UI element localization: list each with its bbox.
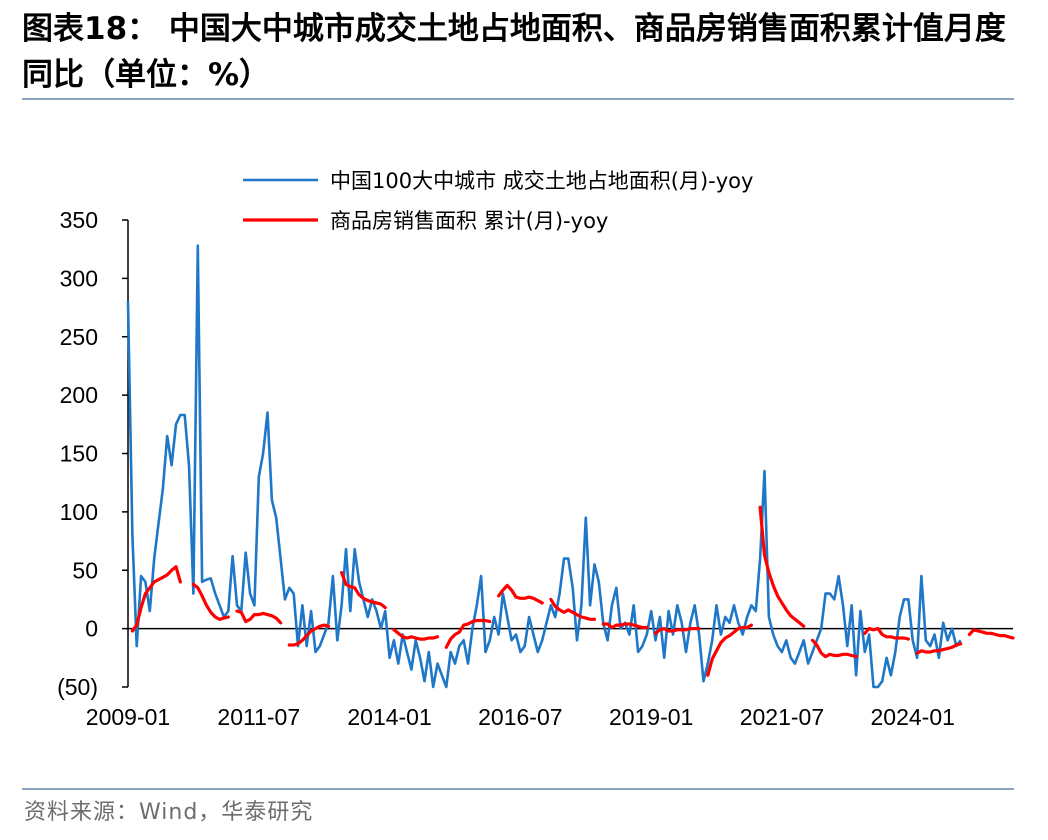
- x-tick-label: 2009-01: [86, 704, 170, 730]
- x-tick-label: 2021-07: [740, 704, 824, 730]
- y-tick-label: 300: [60, 265, 98, 291]
- series-line-sales-area-cumulative-yoy: [653, 626, 701, 635]
- series-line-sales-area-cumulative-yoy: [601, 622, 649, 630]
- land-sales-yoy-line-chart: (50) 0 50 100 150 200 250 300 350 2009-01 2011-07…: [57, 169, 1015, 730]
- series-line-sales-area-cumulative-yoy: [497, 583, 544, 605]
- series-line-sales-area-cumulative-yoy: [340, 570, 387, 610]
- y-tick-label: 100: [60, 499, 98, 525]
- y-tick-label: 50: [72, 557, 98, 583]
- series-line-sales-area-cumulative-yoy: [130, 565, 182, 633]
- x-tick-label: 2011-07: [217, 704, 300, 730]
- y-axis: (50) 0 50 100 150 200 250 300 350: [57, 207, 129, 700]
- series-line-land-area-yoy: [126, 244, 962, 689]
- source-divider: [22, 788, 1014, 790]
- legend: 中国100大中城市 成交土地占地面积(月)-yoy 商品房销售面积 累计(月)-y…: [243, 169, 753, 233]
- y-tick-label: 250: [60, 324, 98, 350]
- series-line-sales-area-cumulative-yoy: [444, 618, 492, 649]
- x-axis: 2009-01 2011-07 2014-01 2016-07 2019-01 2021-…: [86, 627, 1013, 730]
- series-layer: [126, 244, 1015, 689]
- source-note: 资料来源：Wind，华泰研究: [24, 800, 314, 825]
- series-line-sales-area-cumulative-yoy: [706, 623, 754, 677]
- series-line-sales-area-cumulative-yoy: [967, 628, 1015, 640]
- title-divider: [22, 98, 1014, 100]
- y-tick-label: 200: [60, 382, 98, 408]
- legend-label: 中国100大中城市 成交土地占地面积(月)-yoy: [330, 169, 753, 193]
- series-line-sales-area-cumulative-yoy: [758, 505, 806, 628]
- series-line-sales-area-cumulative-yoy: [915, 642, 963, 655]
- legend-label: 商品房销售面积 累计(月)-yoy: [330, 209, 608, 233]
- y-tick-label: 350: [60, 207, 98, 233]
- x-tick-label: 2016-07: [478, 704, 562, 730]
- y-tick-label: (50): [57, 674, 98, 700]
- series-line-sales-area-cumulative-yoy: [392, 628, 440, 641]
- series-line-sales-area-cumulative-yoy: [863, 626, 911, 641]
- series-line-sales-area-cumulative-yoy: [549, 597, 597, 621]
- page-title: 图表18： 中国大中城市成交土地占地面积、商品房销售面积累计值月度同比（单位：%…: [22, 11, 1006, 93]
- x-tick-label: 2024-01: [871, 704, 955, 730]
- series-line-sales-area-cumulative-yoy: [810, 638, 858, 659]
- x-tick-label: 2014-01: [347, 704, 431, 730]
- series-line-sales-area-cumulative-yoy: [287, 623, 331, 647]
- x-tick-label: 2019-01: [609, 704, 693, 730]
- series-line-sales-area-cumulative-yoy: [235, 609, 283, 625]
- series-line-sales-area-cumulative-yoy: [191, 582, 230, 621]
- y-tick-label: 0: [85, 616, 98, 642]
- y-tick-label: 150: [60, 441, 98, 467]
